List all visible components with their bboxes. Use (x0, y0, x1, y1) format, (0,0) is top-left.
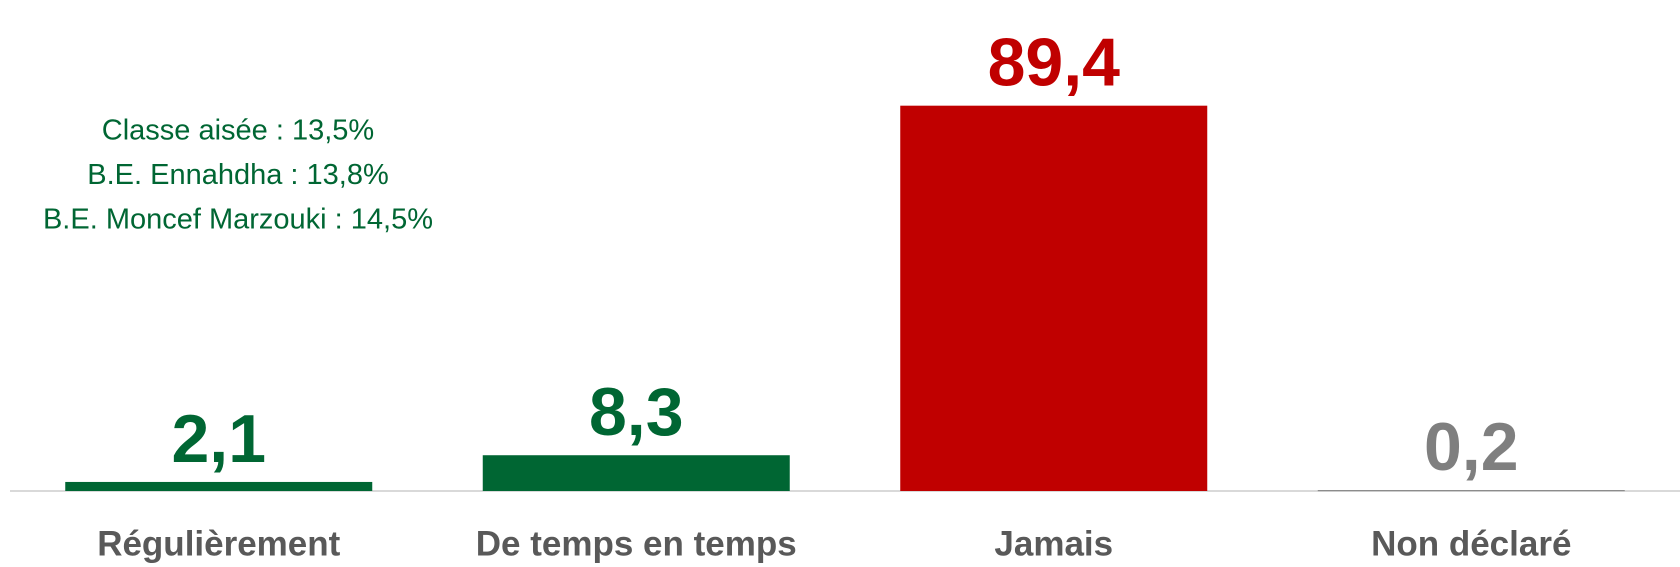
x-tick-label: Jamais (994, 524, 1113, 563)
bar (900, 105, 1208, 491)
bar (482, 455, 790, 491)
x-tick-label: Non déclaré (1371, 524, 1571, 563)
x-tick-label: De temps en temps (476, 524, 797, 563)
annotation: B.E. Ennahdha : 13,8% (87, 159, 389, 191)
value-label: 8,3 (589, 374, 684, 450)
value-label: 89,4 (988, 25, 1121, 101)
x-tick-label: Régulièrement (97, 524, 340, 563)
annotation: B.E. Moncef Marzouki : 14,5% (43, 204, 433, 236)
value-label: 0,2 (1424, 409, 1519, 485)
annotation: Classe aisée : 13,5% (102, 115, 374, 147)
bar (65, 481, 373, 491)
value-label: 2,1 (171, 401, 266, 477)
bar (1317, 490, 1625, 492)
